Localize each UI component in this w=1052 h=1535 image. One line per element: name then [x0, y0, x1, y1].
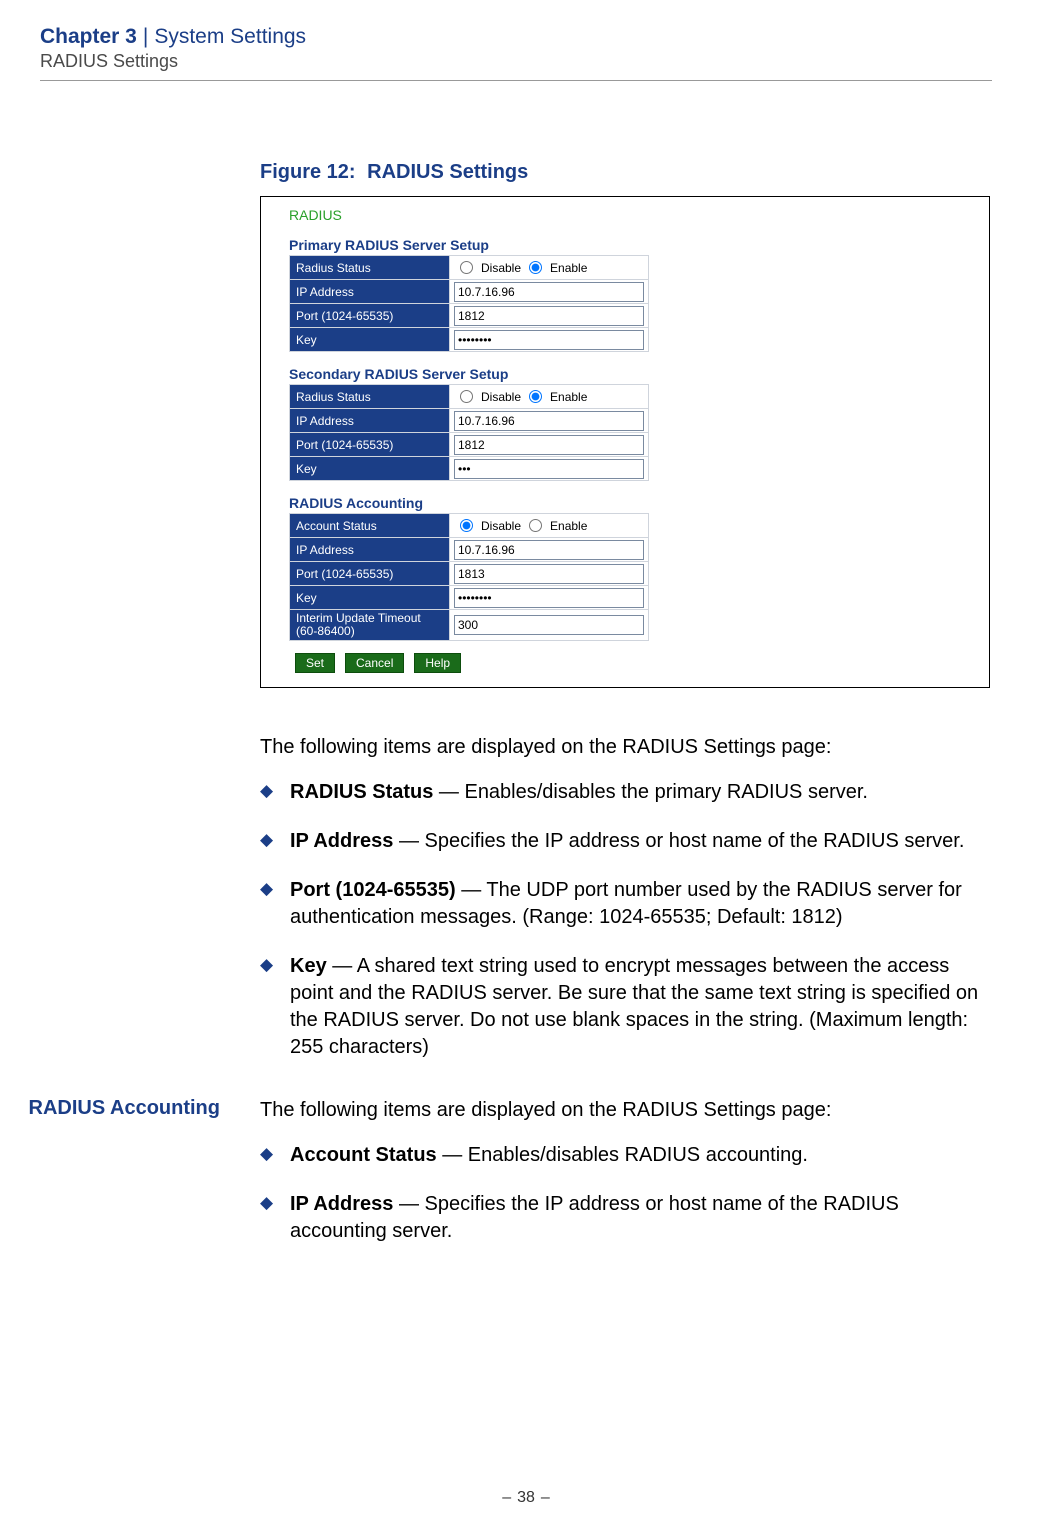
page-number: 38: [517, 1489, 535, 1506]
accounting-key-label: Key: [290, 586, 450, 610]
primary-key-label: Key: [290, 328, 450, 352]
description: — Enables/disables RADIUS accounting.: [437, 1144, 808, 1166]
cancel-button[interactable]: Cancel: [345, 653, 404, 673]
secondary-ip-label: IP Address: [290, 409, 450, 433]
term: Key: [290, 955, 327, 977]
header-rule: [40, 80, 992, 81]
term: Account Status: [290, 1144, 437, 1166]
secondary-enable-radio[interactable]: [529, 390, 542, 403]
primary-table: Radius Status Disable Enable IP Address …: [289, 255, 649, 352]
primary-enable-label: Enable: [550, 261, 587, 275]
accounting-key-input[interactable]: [454, 588, 644, 608]
page-footer: –38–: [0, 1489, 1052, 1507]
description: — Specifies the IP address or host name …: [393, 830, 964, 852]
primary-heading: Primary RADIUS Server Setup: [289, 237, 961, 253]
secondary-disable-radio[interactable]: [460, 390, 473, 403]
accounting-table: Account Status Disable Enable IP Address…: [289, 513, 649, 641]
list-item: RADIUS Status — Enables/disables the pri…: [260, 779, 992, 806]
side-heading-radius-accounting: RADIUS Accounting: [20, 1097, 220, 1120]
accounting-enable-label: Enable: [550, 519, 587, 533]
intro-text-1: The following items are displayed on the…: [260, 734, 992, 761]
page-header: Chapter 3 | System Settings RADIUS Setti…: [40, 25, 992, 81]
accounting-status-label: Account Status: [290, 514, 450, 538]
secondary-port-label: Port (1024-65535): [290, 433, 450, 457]
settings-list-2: Account Status — Enables/disables RADIUS…: [260, 1142, 992, 1245]
primary-disable-radio[interactable]: [460, 261, 473, 274]
list-item: Account Status — Enables/disables RADIUS…: [260, 1142, 992, 1169]
primary-ip-label: IP Address: [290, 280, 450, 304]
figure-caption: Figure 12: RADIUS Settings: [260, 161, 992, 184]
chapter-number: Chapter 3: [40, 25, 137, 49]
accounting-interim-label: Interim Update Timeout (60-86400): [290, 610, 450, 641]
description: — A shared text string used to encrypt m…: [290, 955, 978, 1058]
primary-disable-label: Disable: [481, 261, 521, 275]
accounting-port-label: Port (1024-65535): [290, 562, 450, 586]
accounting-disable-radio[interactable]: [460, 519, 473, 532]
list-item: IP Address — Specifies the IP address or…: [260, 828, 992, 855]
primary-port-label: Port (1024-65535): [290, 304, 450, 328]
accounting-disable-label: Disable: [481, 519, 521, 533]
set-button[interactable]: Set: [295, 653, 335, 673]
secondary-heading: Secondary RADIUS Server Setup: [289, 366, 961, 382]
secondary-ip-input[interactable]: [454, 411, 644, 431]
accounting-interim-input[interactable]: [454, 615, 644, 635]
description: — Enables/disables the primary RADIUS se…: [433, 781, 868, 803]
accounting-ip-input[interactable]: [454, 540, 644, 560]
figure-number: Figure 12:: [260, 161, 356, 183]
accounting-port-input[interactable]: [454, 564, 644, 584]
primary-ip-input[interactable]: [454, 282, 644, 302]
list-item: IP Address — Specifies the IP address or…: [260, 1191, 992, 1245]
help-button[interactable]: Help: [414, 653, 461, 673]
term: IP Address: [290, 830, 393, 852]
section-title: RADIUS Settings: [40, 51, 992, 72]
primary-port-input[interactable]: [454, 306, 644, 326]
secondary-port-input[interactable]: [454, 435, 644, 455]
list-item: Port (1024-65535) — The UDP port number …: [260, 877, 992, 931]
term: IP Address: [290, 1193, 393, 1215]
primary-enable-radio[interactable]: [529, 261, 542, 274]
figure-screenshot: RADIUS Primary RADIUS Server Setup Radiu…: [260, 196, 990, 688]
term: Port (1024-65535): [290, 879, 456, 901]
secondary-key-input[interactable]: [454, 459, 644, 479]
chapter-title: System Settings: [154, 25, 306, 49]
settings-list-1: RADIUS Status — Enables/disables the pri…: [260, 779, 992, 1061]
secondary-disable-label: Disable: [481, 390, 521, 404]
secondary-enable-label: Enable: [550, 390, 587, 404]
separator: |: [143, 25, 148, 49]
accounting-heading: RADIUS Accounting: [289, 495, 961, 511]
primary-status-label: Radius Status: [290, 256, 450, 280]
term: RADIUS Status: [290, 781, 433, 803]
primary-key-input[interactable]: [454, 330, 644, 350]
accounting-ip-label: IP Address: [290, 538, 450, 562]
accounting-enable-radio[interactable]: [529, 519, 542, 532]
secondary-key-label: Key: [290, 457, 450, 481]
intro-text-2: The following items are displayed on the…: [260, 1097, 992, 1124]
figure-title: RADIUS Settings: [367, 161, 528, 183]
secondary-table: Radius Status Disable Enable IP Address …: [289, 384, 649, 481]
panel-heading: RADIUS: [289, 207, 961, 223]
secondary-status-label: Radius Status: [290, 385, 450, 409]
list-item: Key — A shared text string used to encry…: [260, 953, 992, 1061]
